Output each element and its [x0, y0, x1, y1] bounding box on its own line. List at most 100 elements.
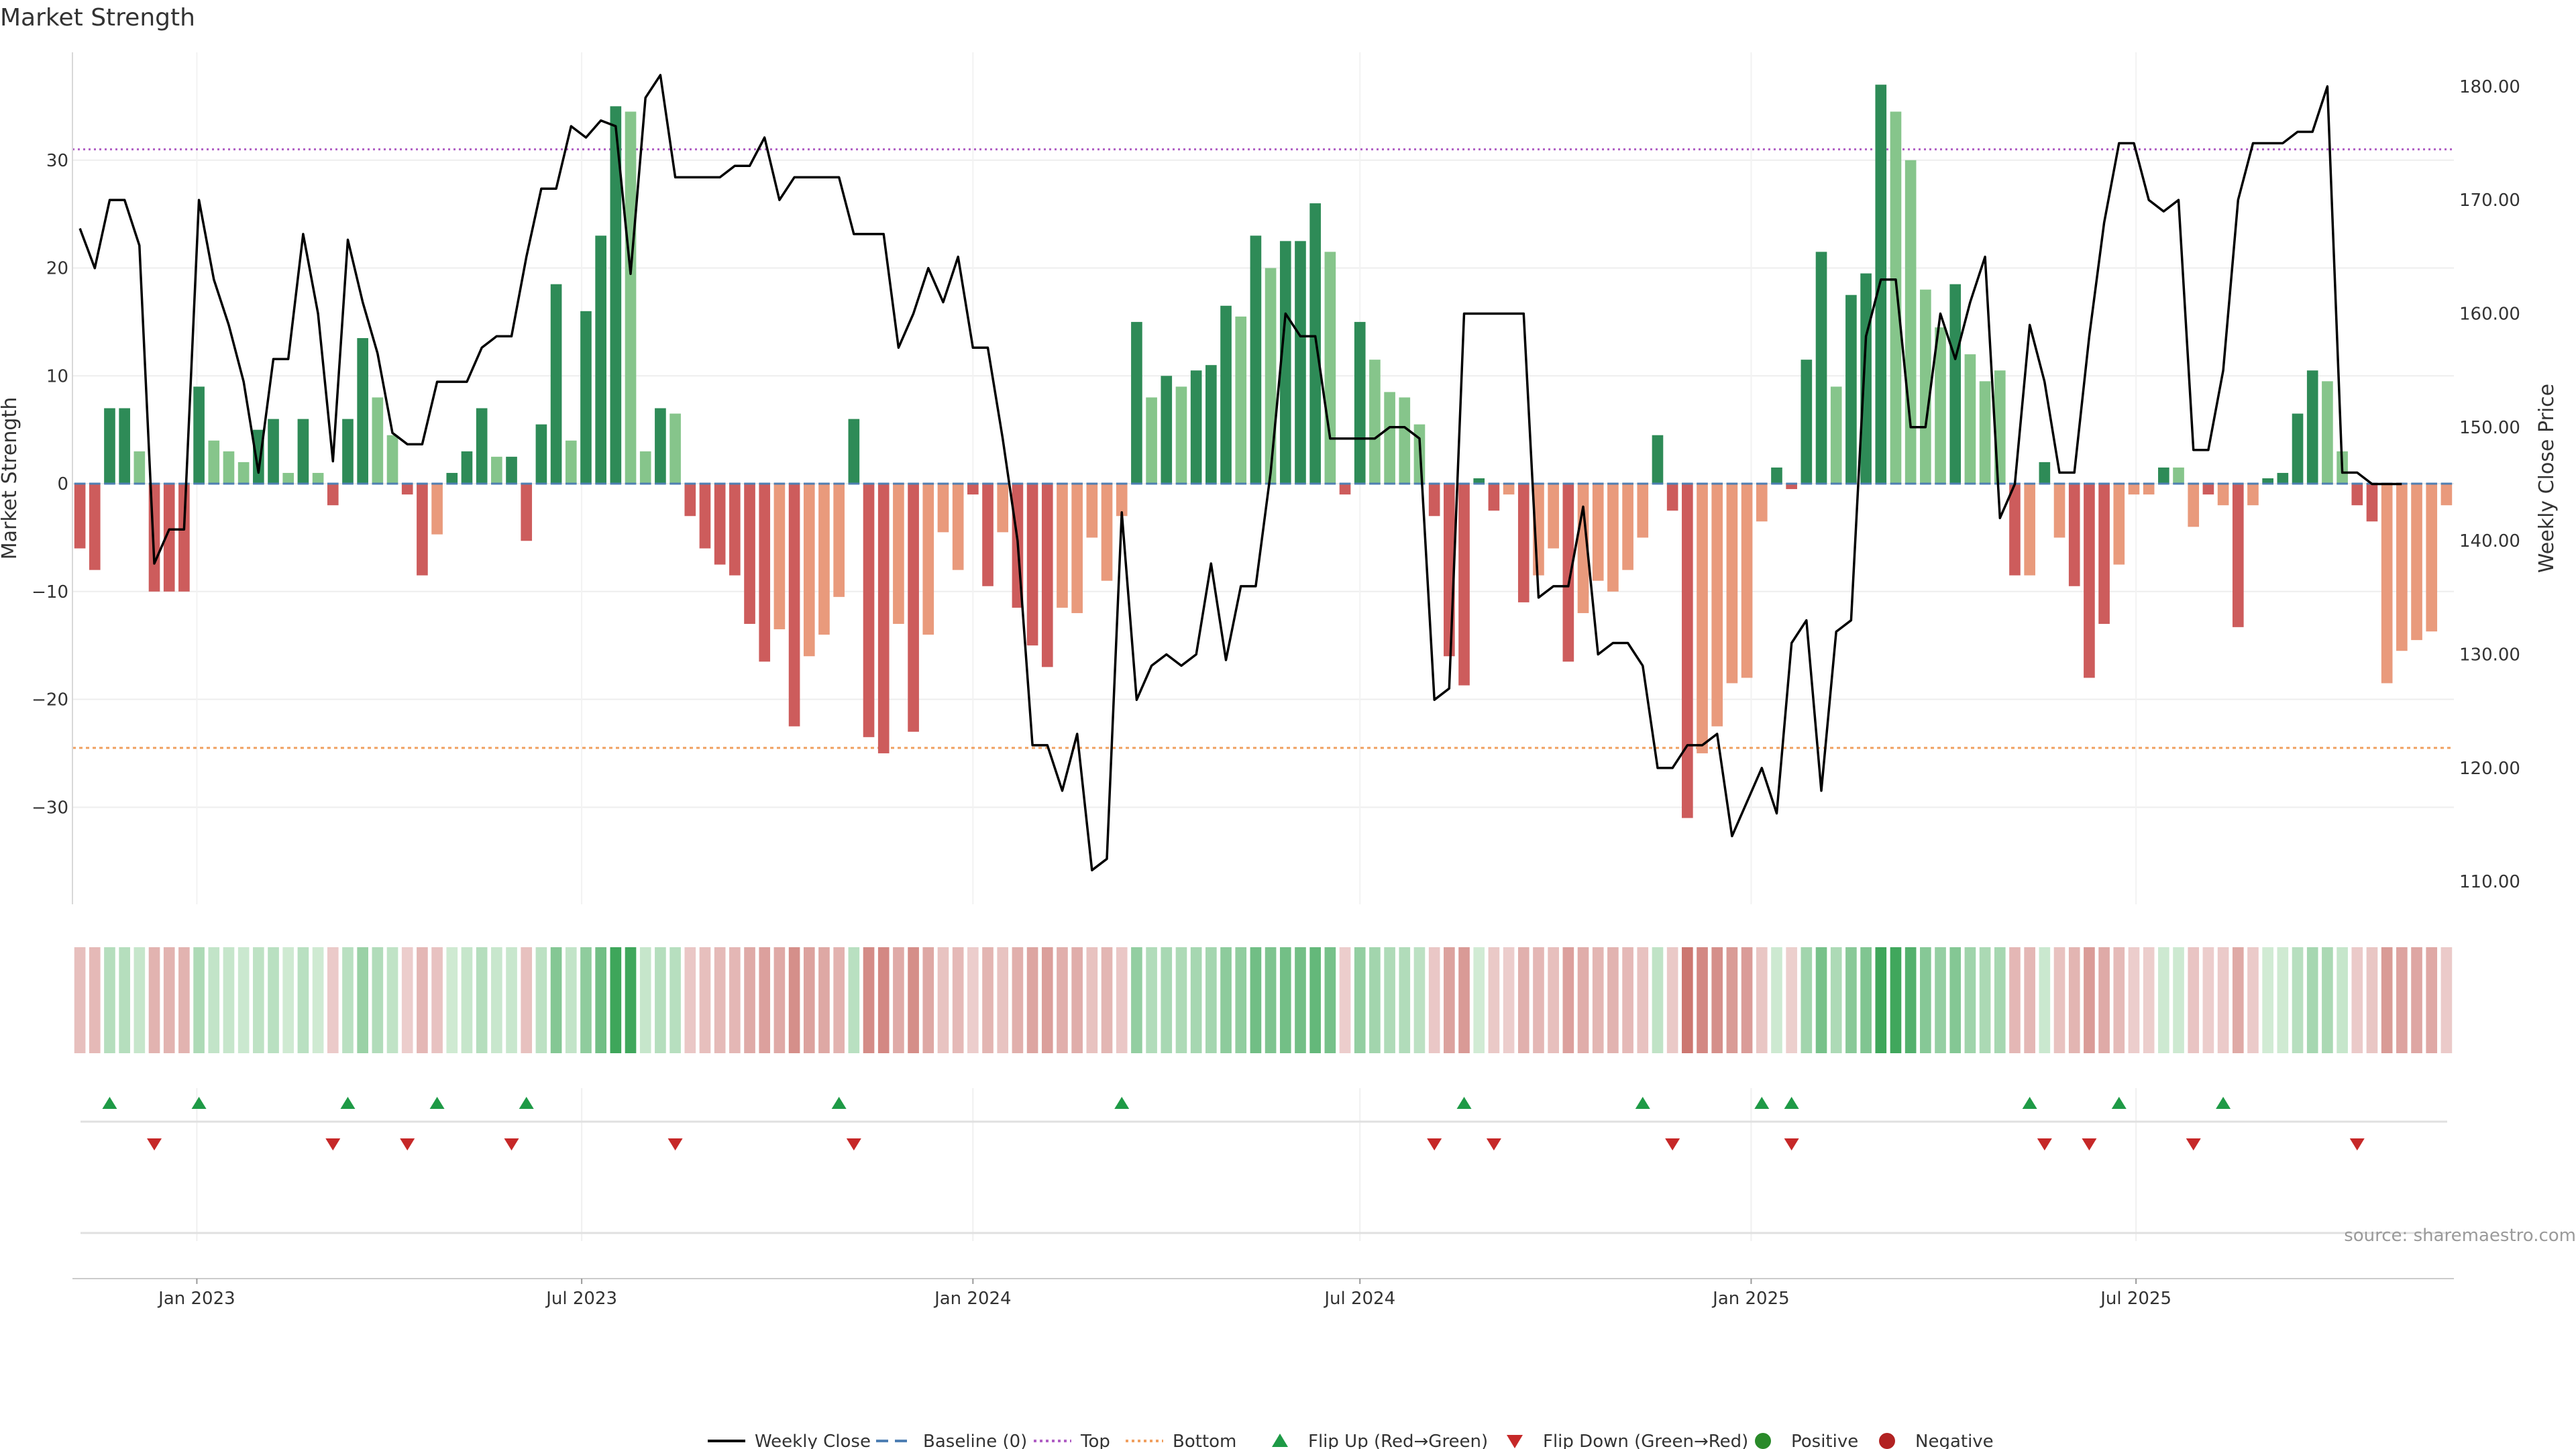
strength-bar [1517, 484, 1529, 602]
heat-cell [1324, 947, 1336, 1053]
strength-bar [655, 408, 666, 484]
heat-cell [1131, 947, 1142, 1053]
strength-bar [997, 484, 1009, 533]
strength-bar [848, 419, 860, 484]
x-tick-label: Jul 2023 [545, 1289, 617, 1309]
main-panel: 30 20 10 0 −10 −20 −30 180.00 170.00 160.00 150.0… [0, 52, 2559, 904]
x-tick-label: Jan 2025 [1711, 1289, 1790, 1309]
heat-cell [2068, 947, 2080, 1053]
strength-bar [1562, 484, 1574, 662]
heat-cell [550, 947, 562, 1053]
flip-down-marker [1784, 1138, 1799, 1150]
legend-label: Flip Down (Green→Red) [1543, 1432, 1748, 1449]
strength-bar [2084, 484, 2095, 678]
heat-cell [1384, 947, 1395, 1053]
strength-bar [2247, 484, 2259, 506]
strength-bar [952, 484, 964, 570]
heat-cell [193, 947, 205, 1053]
heat-cell [2381, 947, 2393, 1053]
heat-cell [2306, 947, 2318, 1053]
heat-cell [565, 947, 577, 1053]
strength-bar [1741, 484, 1753, 678]
heat-cell [729, 947, 741, 1053]
heat-cell [580, 947, 592, 1053]
heat-cell [2396, 947, 2408, 1053]
strength-bar [1071, 484, 1083, 613]
heat-cell [2202, 947, 2214, 1053]
strength-bar [1949, 284, 1962, 484]
heat-cell [1116, 947, 1128, 1053]
flip-up-marker [1456, 1097, 1472, 1109]
heat-cell [163, 947, 175, 1053]
legend-item: Baseline (0) [876, 1432, 1027, 1449]
strength-bar [714, 484, 726, 565]
strength-bar [1354, 321, 1366, 484]
strength-bar [1175, 386, 1187, 484]
heat-cell [401, 947, 413, 1053]
legend-label: Flip Up (Red→Green) [1308, 1432, 1488, 1449]
heat-cell [2039, 947, 2051, 1053]
flip-up-marker [1635, 1097, 1650, 1109]
heat-cell [446, 947, 458, 1053]
strength-bar [1815, 252, 1827, 484]
heat-cell [1473, 947, 1485, 1053]
strength-bar [2113, 484, 2125, 565]
flip-up-marker [102, 1097, 117, 1109]
heat-cell [148, 947, 160, 1053]
flip-down-marker [1665, 1138, 1680, 1150]
heat-cell [2351, 947, 2363, 1053]
strength-bar [1771, 467, 1782, 484]
heat-cell [1786, 947, 1797, 1053]
heat-cell [2366, 947, 2378, 1053]
heat-cell [1369, 947, 1381, 1053]
strength-bar [1146, 397, 1157, 484]
reference-lines [72, 148, 2454, 749]
flip-down-marker [1427, 1138, 1442, 1150]
heat-cell [803, 947, 815, 1053]
heat-cell [1949, 947, 1962, 1053]
gridlines [72, 52, 2454, 904]
right-y-tick-label: 130.00 [2459, 645, 2520, 665]
heat-cell [1190, 947, 1202, 1053]
strength-bar [1399, 397, 1411, 484]
heat-cell [2217, 947, 2229, 1053]
strength-bar [1488, 484, 1500, 511]
heat-cell [1920, 947, 1931, 1053]
strength-bar [2232, 484, 2244, 627]
heat-cell [1875, 947, 1887, 1053]
strength-bar [2366, 484, 2378, 522]
heat-cell [1994, 947, 2006, 1053]
strength-bar [863, 484, 875, 737]
heat-cell [1845, 947, 1857, 1053]
heat-cell [1413, 947, 1426, 1053]
strength-bar [922, 484, 934, 635]
strength-bar [1057, 484, 1068, 608]
legend-label: Top [1080, 1432, 1110, 1449]
strength-bar [1726, 484, 1738, 684]
strength-bar [506, 456, 517, 484]
right-y-tick-label: 170.00 [2459, 191, 2520, 211]
heat-cell [2143, 947, 2155, 1053]
heat-cell [863, 947, 875, 1053]
strength-bar [2351, 484, 2363, 506]
heat-cell [119, 947, 130, 1053]
heat-cell [223, 947, 235, 1053]
strength-bar [535, 424, 547, 484]
strength-bar [1890, 111, 1902, 484]
heat-cell [104, 947, 115, 1053]
flip-up-marker [191, 1097, 207, 1109]
strength-bar [312, 472, 324, 484]
strength-bar [2202, 484, 2214, 495]
x-tick-label: Jul 2024 [1323, 1289, 1395, 1309]
strength-bar [1473, 478, 1485, 484]
heat-cell [1026, 947, 1038, 1053]
heat-cell [2247, 947, 2259, 1053]
flip-up-marker [2022, 1097, 2037, 1109]
strength-bar [1339, 484, 1351, 495]
strength-bar [908, 484, 919, 732]
strength-bar [1026, 484, 1038, 646]
right-y-tick-label: 180.00 [2459, 77, 2520, 97]
heat-cell [1562, 947, 1574, 1053]
heat-cell [1697, 947, 1708, 1053]
